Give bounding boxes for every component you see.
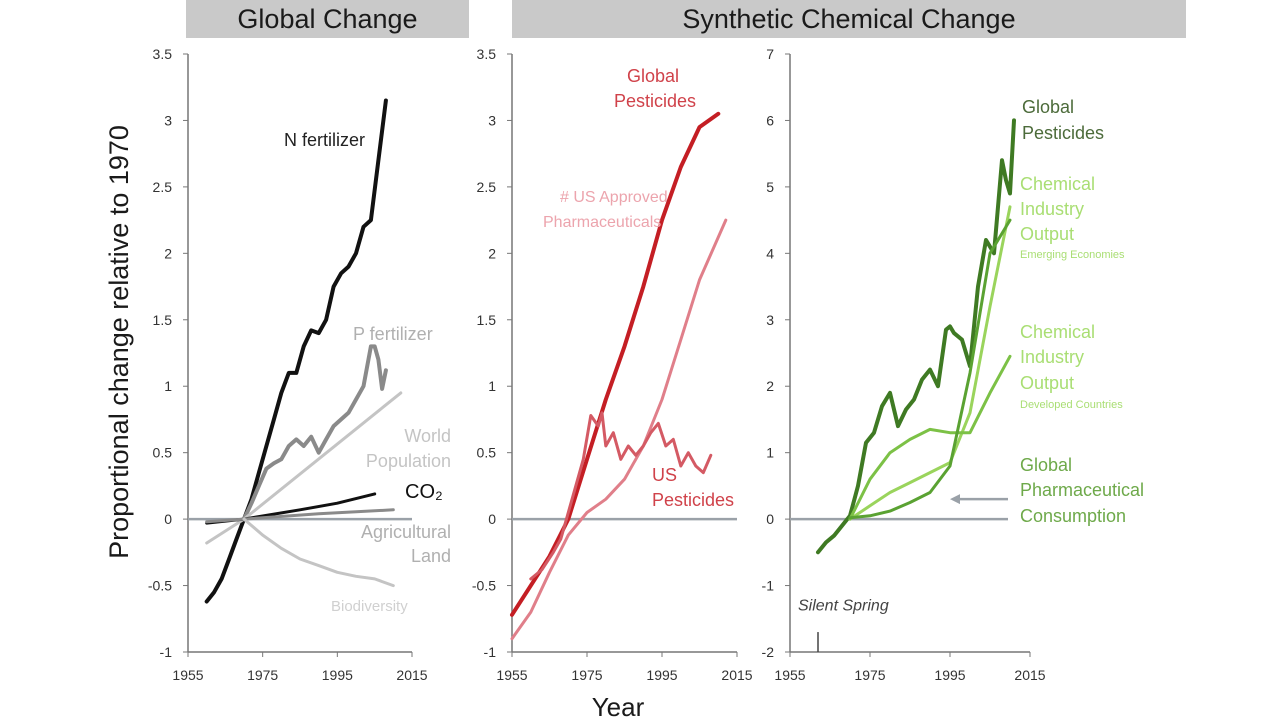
y-tick-label: 1	[488, 378, 496, 394]
x-tick-label: 1995	[934, 667, 965, 683]
y-tick-label: 2.5	[153, 179, 173, 195]
y-tick-label: 4	[766, 245, 774, 261]
series-sublabel-developed-countries: Developed Countries	[1020, 399, 1123, 411]
panel-header-synthetic-chemical-change: Synthetic Chemical Change	[512, 0, 1186, 38]
series-sublabel-emerging-economies: Emerging Economies	[1020, 249, 1125, 261]
y-tick-label: 6	[766, 112, 774, 128]
y-tick-label: 2	[766, 378, 774, 394]
panel-2-series	[510, 111, 728, 641]
series-line-biodiversity	[242, 517, 395, 588]
series-label-world-population: Population	[366, 451, 451, 471]
series-label-agricultural-land: Land	[411, 546, 451, 566]
x-tick-label: 1995	[646, 667, 677, 683]
series-label-global-pharmaceutical-consumption: Consumption	[1020, 506, 1126, 526]
series-label-world-population: World	[404, 426, 451, 446]
series-line-us-pesticides	[529, 411, 713, 581]
series-label-chemical-industry-output: Output	[1020, 373, 1074, 393]
series-label-co2: CO₂	[405, 481, 443, 503]
y-tick-label: 3.5	[153, 46, 173, 62]
silent-spring-label: Silent Spring	[798, 597, 889, 614]
y-tick-label: -1	[160, 644, 173, 660]
y-tick-label: 3.5	[477, 46, 497, 62]
y-tick-label: 0	[164, 511, 172, 527]
x-tick-label: 2015	[1014, 667, 1045, 683]
series-label-chemical-industry-output: Chemical	[1020, 322, 1095, 342]
x-tick-label: 2015	[721, 667, 752, 683]
y-tick-label: 2.5	[477, 179, 497, 195]
y-tick-label: 0	[488, 511, 496, 527]
series-label-us-pesticides: Pesticides	[652, 490, 734, 510]
x-tick-label: 2015	[396, 667, 427, 683]
arrow-head	[950, 494, 960, 505]
x-tick-label: 1995	[322, 667, 353, 683]
series-label-chemical-industry-output: Industry	[1020, 199, 1084, 219]
y-tick-label: 1	[766, 445, 774, 461]
x-tick-label: 1955	[774, 667, 805, 683]
series-label-global-pharmaceutical-consumption: Global	[1020, 455, 1072, 475]
panel-2-axes: -1 -0.5 0 0.5 1 1.5 2 2.5 3 3.5 1955 1975 1995 2015	[472, 46, 753, 683]
series-label-global-pharmaceutical-consumption: Pharmaceutical	[1020, 480, 1144, 500]
y-tick-label: -0.5	[148, 578, 172, 594]
y-tick-label: 2	[164, 245, 172, 261]
x-tick-label: 1975	[247, 667, 278, 683]
series-label-us-pesticides: US	[652, 465, 677, 485]
series-label-biodiversity: Biodiversity	[331, 598, 408, 615]
series-label-n-fertilizer: N fertilizer	[284, 130, 365, 150]
series-label-us-approved-pharmaceuticals: Pharmaceuticals	[543, 214, 661, 231]
series-line-n-fertilizer	[204, 98, 388, 604]
panel-3-labels: Global Pesticides Chemical Industry Output Em…	[798, 97, 1144, 652]
series-label-global-pesticides: Global	[1022, 97, 1074, 117]
series-label-p-fertilizer: P fertilizer	[353, 324, 433, 344]
y-tick-label: -1	[762, 578, 775, 594]
series-line-us-approved-pharmaceuticals	[510, 218, 728, 641]
y-tick-label: 1.5	[477, 312, 497, 328]
series-label-chemical-industry-output: Output	[1020, 224, 1074, 244]
panel-3-axes: -2 -1 0 1 2 3 4 5 6 7 1955 1975 1995 2015	[762, 46, 1046, 683]
panel-header-global-change: Global Change	[186, 0, 469, 38]
series-line-global-pesticides	[816, 118, 1016, 555]
series-label-chemical-industry-output: Chemical	[1020, 174, 1095, 194]
y-tick-label: 2	[488, 245, 496, 261]
x-tick-label: 1975	[571, 667, 602, 683]
y-tick-label: 0.5	[477, 445, 497, 461]
panel-1-axes: -1 -0.5 0 0.5 1 1.5 2 2.5 3 3.5 1955 1975 1995 2015	[148, 46, 428, 683]
series-label-global-pesticides: Pesticides	[1022, 123, 1104, 143]
series-label-global-pesticides: Pesticides	[614, 91, 696, 111]
y-tick-label: -0.5	[472, 578, 496, 594]
y-tick-label: 3	[766, 312, 774, 328]
y-tick-label: 7	[766, 46, 774, 62]
y-tick-label: 3	[164, 112, 172, 128]
series-label-global-pesticides: Global	[627, 66, 679, 86]
series-label-us-approved-pharmaceuticals: # US Approved	[560, 189, 668, 206]
y-tick-label: 1.5	[153, 312, 173, 328]
panel-1-labels: N fertilizer P fertilizer World Population C…	[284, 130, 451, 615]
panel-1-series	[204, 98, 403, 604]
series-line-chemical-industry-output-emerging-economies	[848, 205, 1012, 521]
series-label-agricultural-land: Agricultural	[361, 522, 451, 542]
x-tick-label: 1975	[854, 667, 885, 683]
x-axis-label: Year	[592, 692, 645, 720]
x-tick-label: 1955	[496, 667, 527, 683]
y-axis-label: Proportional change relative to 1970	[104, 125, 134, 559]
y-tick-label: 3	[488, 112, 496, 128]
y-tick-label: -2	[762, 644, 775, 660]
panel-3-series	[816, 118, 1016, 555]
series-line-global-pharmaceutical-consumption	[848, 218, 1012, 520]
y-tick-label: 1	[164, 378, 172, 394]
x-tick-label: 1955	[172, 667, 203, 683]
y-tick-label: -1	[484, 644, 497, 660]
y-tick-label: 0.5	[153, 445, 173, 461]
panel-2-labels: Global Pesticides # US Approved Pharmaceuti…	[543, 66, 734, 510]
y-tick-label: 5	[766, 179, 774, 195]
series-line-chemical-industry-output-developed-countries	[848, 354, 1012, 521]
series-line-agricultural-land	[205, 508, 395, 524]
series-label-chemical-industry-output: Industry	[1020, 347, 1084, 367]
series-line-p-fertilizer	[242, 344, 388, 522]
y-tick-label: 0	[766, 511, 774, 527]
